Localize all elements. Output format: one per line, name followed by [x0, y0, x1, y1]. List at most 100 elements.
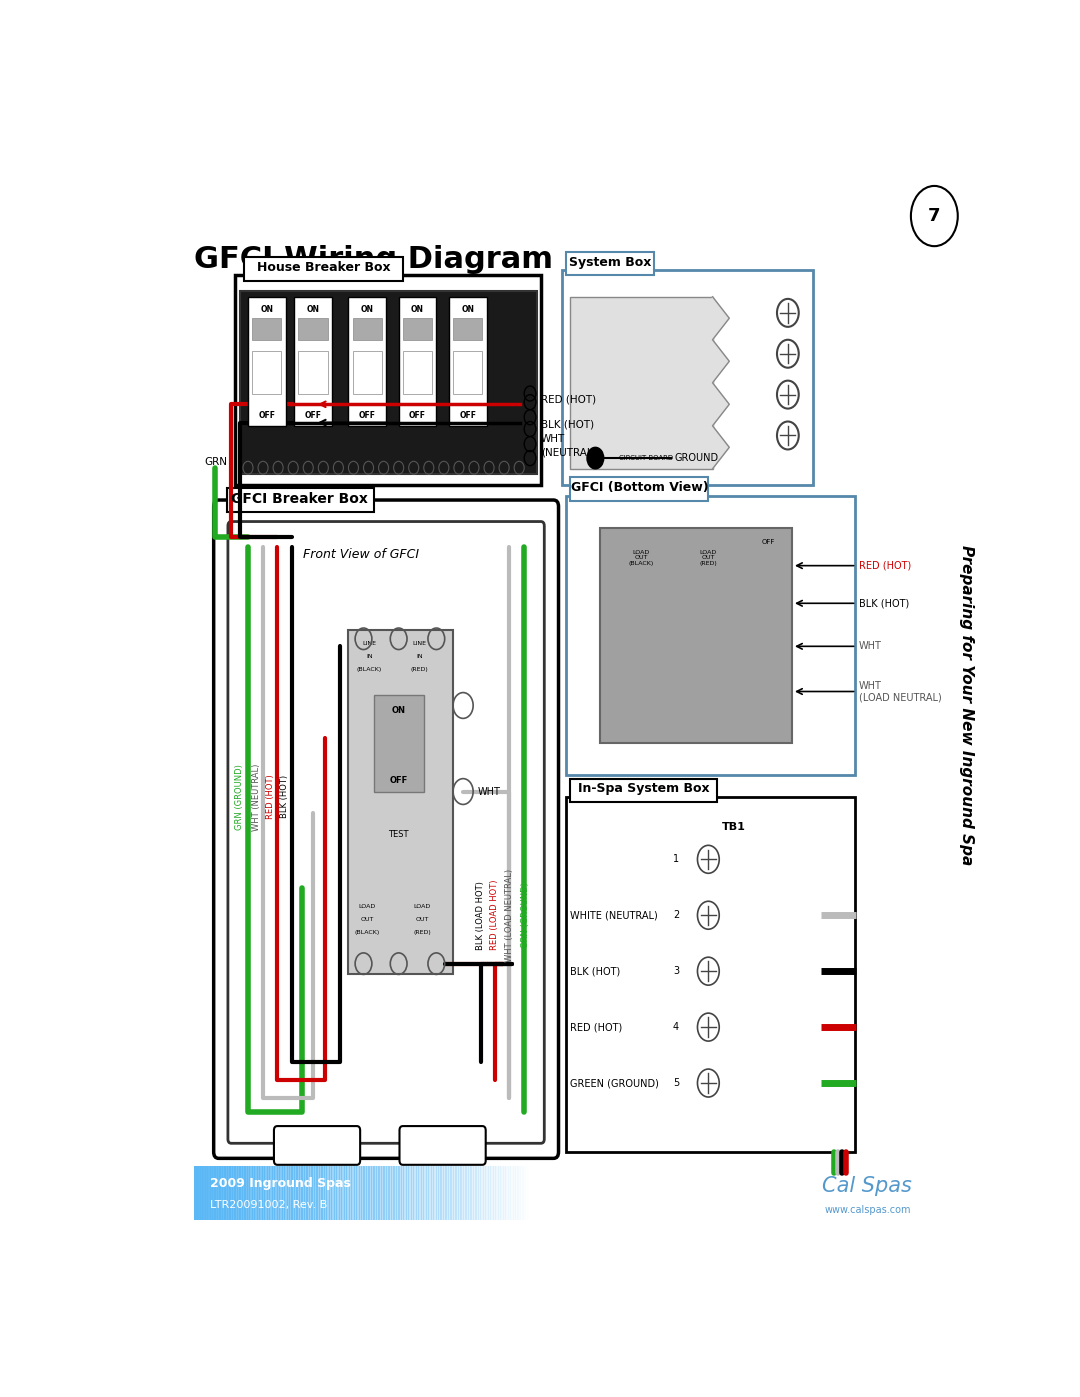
- FancyBboxPatch shape: [298, 319, 327, 339]
- Bar: [488, 1166, 490, 1220]
- Bar: [293, 1166, 295, 1220]
- Bar: [457, 1166, 459, 1220]
- Bar: [299, 1166, 301, 1220]
- Bar: [391, 1166, 393, 1220]
- FancyBboxPatch shape: [374, 694, 423, 792]
- Bar: [518, 1166, 521, 1220]
- Bar: [442, 1166, 444, 1220]
- Bar: [199, 1166, 201, 1220]
- FancyBboxPatch shape: [570, 478, 708, 502]
- Bar: [330, 1166, 334, 1220]
- Text: BLK (LOAD HOT): BLK (LOAD HOT): [476, 880, 485, 950]
- Bar: [674, 1166, 676, 1220]
- Bar: [503, 1166, 505, 1220]
- Text: OFF: OFF: [390, 777, 408, 785]
- Text: OFF: OFF: [305, 412, 322, 420]
- Text: GFCI Breaker Box: GFCI Breaker Box: [231, 492, 368, 506]
- FancyBboxPatch shape: [248, 296, 285, 426]
- FancyBboxPatch shape: [298, 351, 327, 394]
- Bar: [269, 1166, 271, 1220]
- Text: BLK (HOT): BLK (HOT): [541, 419, 594, 430]
- Bar: [314, 1166, 316, 1220]
- Text: WHT: WHT: [859, 641, 882, 651]
- Text: ON: ON: [307, 306, 320, 314]
- Bar: [208, 1166, 212, 1220]
- Bar: [572, 1166, 575, 1220]
- Polygon shape: [713, 296, 729, 469]
- Bar: [326, 1166, 328, 1220]
- FancyBboxPatch shape: [253, 319, 282, 339]
- Bar: [495, 1166, 498, 1220]
- Bar: [379, 1166, 382, 1220]
- Text: System Box: System Box: [569, 256, 651, 268]
- Bar: [360, 1166, 362, 1220]
- Bar: [318, 1166, 320, 1220]
- Bar: [241, 1166, 243, 1220]
- Bar: [446, 1166, 449, 1220]
- Bar: [204, 1166, 206, 1220]
- Bar: [658, 1166, 660, 1220]
- Text: 4: 4: [673, 1023, 679, 1032]
- Bar: [513, 1166, 516, 1220]
- FancyBboxPatch shape: [244, 257, 403, 281]
- Bar: [500, 1166, 502, 1220]
- Text: ON: ON: [461, 306, 474, 314]
- Bar: [232, 1166, 234, 1220]
- Bar: [354, 1166, 356, 1220]
- Bar: [470, 1166, 472, 1220]
- Bar: [281, 1166, 283, 1220]
- Bar: [537, 1166, 539, 1220]
- FancyBboxPatch shape: [214, 500, 558, 1158]
- Bar: [472, 1166, 474, 1220]
- Bar: [687, 1166, 690, 1220]
- Bar: [367, 1166, 370, 1220]
- Bar: [653, 1166, 657, 1220]
- Bar: [542, 1166, 544, 1220]
- Bar: [214, 1166, 216, 1220]
- Text: OUT: OUT: [360, 918, 374, 922]
- Bar: [515, 1166, 517, 1220]
- Bar: [222, 1166, 225, 1220]
- Bar: [309, 1166, 312, 1220]
- Bar: [510, 1166, 513, 1220]
- Bar: [300, 1166, 303, 1220]
- Text: LOAD
OUT
(RED): LOAD OUT (RED): [700, 549, 717, 566]
- Text: TB1: TB1: [721, 821, 745, 833]
- Bar: [321, 1166, 323, 1220]
- Bar: [497, 1166, 499, 1220]
- Bar: [676, 1166, 678, 1220]
- Bar: [375, 1166, 377, 1220]
- Bar: [550, 1166, 553, 1220]
- Text: IN: IN: [366, 654, 373, 659]
- Bar: [434, 1166, 437, 1220]
- Bar: [387, 1166, 389, 1220]
- Bar: [202, 1166, 204, 1220]
- Bar: [445, 1166, 447, 1220]
- Bar: [427, 1166, 429, 1220]
- Bar: [629, 1166, 632, 1220]
- FancyBboxPatch shape: [352, 351, 382, 394]
- Bar: [602, 1166, 605, 1220]
- Bar: [476, 1166, 480, 1220]
- FancyBboxPatch shape: [400, 1126, 486, 1165]
- Text: OFF: OFF: [258, 412, 275, 420]
- Bar: [339, 1166, 341, 1220]
- Bar: [464, 1166, 468, 1220]
- Text: WHT (LOAD NEUTRAL): WHT (LOAD NEUTRAL): [504, 869, 514, 961]
- Bar: [271, 1166, 273, 1220]
- Bar: [661, 1166, 663, 1220]
- Bar: [582, 1166, 584, 1220]
- Bar: [686, 1166, 688, 1220]
- Bar: [287, 1166, 289, 1220]
- Bar: [478, 1166, 481, 1220]
- Bar: [251, 1166, 253, 1220]
- Bar: [684, 1166, 687, 1220]
- Bar: [305, 1166, 307, 1220]
- Bar: [275, 1166, 279, 1220]
- Bar: [577, 1166, 580, 1220]
- Bar: [311, 1166, 313, 1220]
- Bar: [363, 1166, 365, 1220]
- Bar: [297, 1166, 300, 1220]
- Bar: [254, 1166, 256, 1220]
- Bar: [570, 1166, 572, 1220]
